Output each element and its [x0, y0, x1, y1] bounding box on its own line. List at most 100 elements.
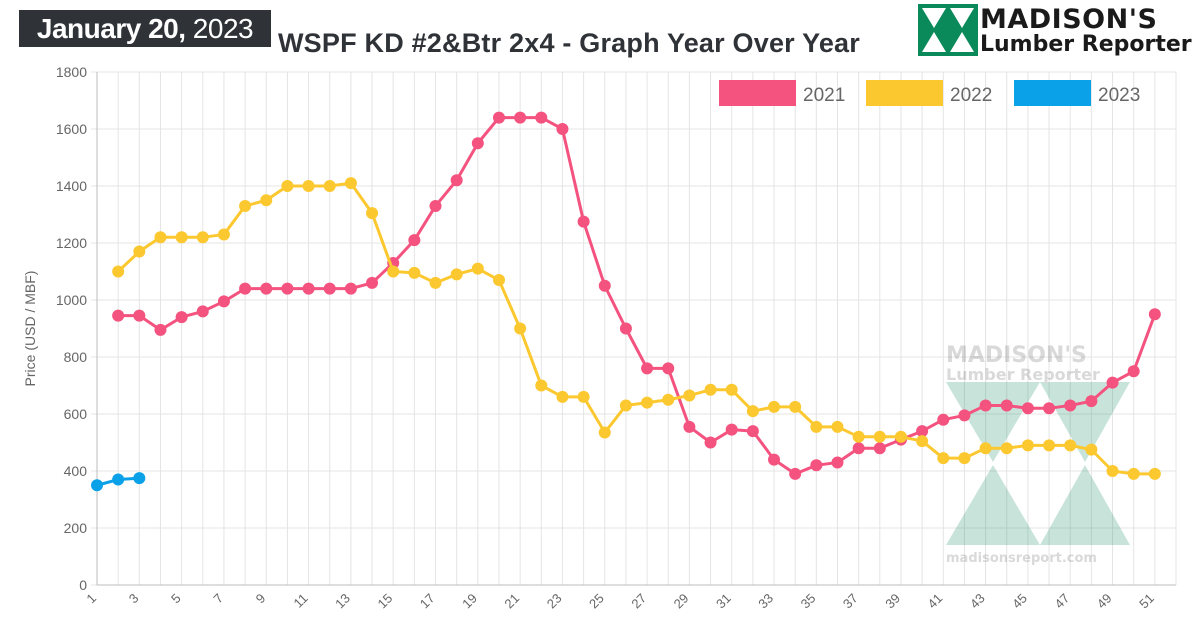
x-tick-label: 37 [840, 591, 861, 612]
legend-swatch-2022 [866, 80, 943, 106]
x-tick-label: 17 [417, 591, 438, 612]
logo: MADISON'S Lumber Reporter [918, 4, 1194, 57]
x-tick-label: 23 [544, 591, 565, 612]
y-tick-label: 1600 [56, 121, 87, 137]
data-point-2021 [344, 282, 357, 295]
data-point-2022 [133, 245, 146, 258]
data-point-2021 [873, 442, 886, 455]
data-point-2022 [1127, 467, 1140, 480]
date-day: January 20, [36, 13, 186, 44]
data-point-2022 [239, 199, 252, 212]
data-point-2021 [768, 453, 781, 466]
data-point-2022 [958, 452, 971, 465]
data-point-2022 [1148, 467, 1161, 480]
data-point-2022 [323, 180, 336, 192]
x-tick-label: 35 [798, 591, 819, 612]
x-tick-label: 31 [713, 591, 734, 612]
data-point-2022 [577, 390, 590, 403]
data-point-2021 [217, 295, 230, 308]
data-point-2021 [725, 423, 738, 436]
x-tick-label: 25 [586, 591, 607, 612]
watermark-title: MADISON'S [946, 343, 1087, 368]
data-point-2022 [768, 400, 781, 413]
date-year: 2023 [192, 13, 254, 44]
data-point-2021 [704, 436, 717, 449]
data-point-2021 [746, 425, 759, 438]
watermark-triangle [946, 382, 1040, 462]
data-point-2021 [429, 199, 442, 212]
data-point-2022 [196, 231, 209, 244]
data-point-2022 [916, 435, 929, 448]
data-point-2022 [725, 383, 738, 396]
data-point-2022 [344, 177, 357, 190]
data-point-2022 [598, 426, 611, 439]
y-tick-label: 0 [79, 577, 87, 593]
data-point-2021 [535, 111, 548, 124]
data-point-2021 [260, 282, 273, 295]
watermark-url: madisonsreport.com [946, 551, 1097, 566]
x-tick-label: 11 [291, 591, 311, 611]
data-point-2023 [133, 472, 146, 485]
data-point-2021 [619, 322, 632, 335]
data-point-2022 [302, 180, 315, 192]
legend-label-2023: 2023 [1098, 85, 1140, 106]
x-tick-label: 13 [332, 591, 353, 612]
data-point-2022 [1021, 439, 1034, 452]
data-point-2021 [577, 215, 590, 228]
data-point-2022 [492, 274, 505, 287]
data-point-2021 [112, 309, 125, 322]
data-point-2022 [408, 266, 421, 279]
x-tick-label: 15 [374, 591, 395, 612]
x-tick-label: 47 [1051, 591, 1072, 612]
data-point-2021 [154, 323, 167, 336]
data-point-2022 [746, 405, 759, 418]
watermark-triangle [1040, 382, 1130, 462]
y-tick-label: 600 [64, 406, 88, 422]
data-point-2022 [641, 396, 654, 409]
x-tick-label: 49 [1094, 591, 1115, 612]
y-tick-label: 1200 [56, 235, 87, 251]
data-point-2021 [831, 456, 844, 469]
data-point-2021 [979, 399, 992, 412]
data-point-2022 [366, 207, 379, 220]
data-point-2022 [217, 228, 230, 241]
data-point-2022 [387, 265, 400, 278]
date-badge: January 20, 2023 [19, 10, 271, 47]
x-tick-label: 21 [501, 591, 522, 612]
watermark-triangle [1040, 465, 1130, 545]
data-point-2021 [641, 362, 654, 375]
data-point-2021 [810, 459, 823, 472]
data-point-2022 [704, 383, 717, 396]
data-point-2022 [619, 399, 632, 412]
data-point-2021 [514, 111, 527, 124]
data-point-2022 [894, 430, 907, 443]
data-point-2022 [1085, 443, 1098, 456]
data-point-2021 [1021, 402, 1034, 415]
x-tick-label: 19 [459, 591, 480, 612]
data-point-2022 [471, 262, 484, 275]
x-tick-label: 1 [83, 591, 99, 607]
x-tick-label: 3 [126, 591, 142, 607]
data-point-2022 [556, 390, 569, 403]
data-point-2021 [323, 282, 336, 295]
logo-mark-icon [918, 4, 978, 56]
data-point-2021 [789, 467, 802, 480]
data-point-2021 [1043, 402, 1056, 415]
x-tick-label: 7 [210, 591, 226, 607]
legend-label-2021: 2021 [803, 85, 845, 106]
data-point-2021 [1064, 399, 1077, 412]
x-tick-label: 51 [1136, 591, 1157, 612]
data-point-2021 [662, 362, 675, 375]
data-point-2021 [366, 276, 379, 289]
data-point-2022 [112, 265, 125, 278]
data-point-2022 [429, 276, 442, 289]
watermark-triangle [946, 465, 1040, 545]
data-point-2022 [810, 420, 823, 433]
data-point-2021 [133, 309, 146, 322]
x-tick-label: 39 [882, 591, 903, 612]
y-tick-label: 1800 [56, 64, 87, 80]
data-point-2023 [91, 479, 103, 492]
x-tick-label: 41 [925, 591, 946, 612]
data-point-2023 [112, 473, 125, 486]
